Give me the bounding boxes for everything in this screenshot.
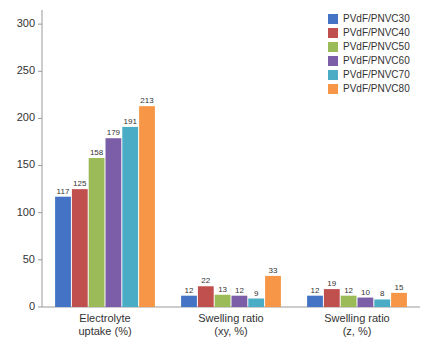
x-tick-label: Swelling ratio(z, %) bbox=[324, 312, 389, 337]
data-labels: 117 12 12 125 22 19 158 13 12 179 12 10 191 9 8 213 33 15 bbox=[57, 96, 404, 298]
y-tick bbox=[38, 165, 42, 166]
data-label: 8 bbox=[380, 289, 385, 298]
bar bbox=[232, 296, 248, 307]
data-label: 12 bbox=[311, 286, 320, 295]
chart-container: 0501001502002503001171212125221915813121… bbox=[0, 0, 430, 351]
y-tick bbox=[38, 259, 42, 260]
bar bbox=[72, 189, 88, 307]
bar bbox=[181, 296, 197, 307]
y-tick bbox=[38, 212, 42, 213]
bar bbox=[55, 197, 71, 307]
data-label: 158 bbox=[90, 148, 104, 157]
bar bbox=[122, 127, 138, 307]
data-label: 13 bbox=[218, 285, 227, 294]
y-tick-label: 250 bbox=[17, 64, 35, 76]
y-tick-label: 150 bbox=[17, 158, 35, 170]
bar bbox=[215, 295, 231, 307]
legend-swatch bbox=[328, 84, 338, 94]
y-tick-label: 300 bbox=[17, 17, 35, 29]
data-label: 12 bbox=[185, 286, 194, 295]
data-label: 117 bbox=[57, 187, 70, 196]
legend-swatch bbox=[328, 70, 338, 80]
bar bbox=[307, 296, 323, 307]
data-label: 12 bbox=[344, 286, 353, 295]
bar bbox=[265, 276, 281, 307]
y-tick bbox=[38, 71, 42, 72]
data-label: 9 bbox=[254, 289, 259, 298]
x-tick-label: Electrolyteuptake (%) bbox=[78, 312, 131, 337]
bar bbox=[374, 299, 390, 307]
legend-swatch bbox=[328, 14, 338, 24]
bar bbox=[324, 289, 340, 307]
bar bbox=[89, 158, 105, 307]
bar bbox=[358, 298, 374, 307]
y-tick-label: 50 bbox=[23, 253, 35, 265]
bar bbox=[198, 286, 214, 307]
bar bbox=[248, 299, 264, 307]
data-label: 213 bbox=[140, 96, 154, 105]
data-label: 12 bbox=[235, 286, 244, 295]
data-label: 22 bbox=[201, 276, 210, 285]
y-tick bbox=[38, 307, 42, 308]
bars bbox=[55, 106, 407, 307]
y-axis-line bbox=[42, 10, 43, 307]
data-label: 125 bbox=[73, 179, 87, 188]
data-label: 19 bbox=[327, 279, 336, 288]
legend-label: PVdF/PNVC40 bbox=[343, 27, 410, 38]
legend: PVdF/PNVC30 PVdF/PNVC40 PVdF/PNVC50 PVdF/PN… bbox=[328, 13, 410, 94]
y-tick bbox=[38, 118, 42, 119]
data-label: 15 bbox=[395, 283, 404, 292]
data-label: 33 bbox=[269, 266, 278, 275]
legend-label: PVdF/PNVC80 bbox=[343, 83, 410, 94]
y-tick bbox=[38, 24, 42, 25]
data-label: 179 bbox=[107, 128, 121, 137]
legend-swatch bbox=[328, 28, 338, 38]
data-label: 10 bbox=[361, 288, 370, 297]
bar bbox=[391, 293, 407, 307]
x-tick-label: Swelling ratio(xy, %) bbox=[198, 312, 263, 337]
bar bbox=[139, 106, 155, 307]
y-tick-label: 100 bbox=[17, 206, 35, 218]
y-tick-label: 0 bbox=[29, 300, 35, 312]
data-label: 191 bbox=[124, 117, 138, 126]
legend-label: PVdF/PNVC30 bbox=[343, 13, 410, 24]
legend-label: PVdF/PNVC70 bbox=[343, 69, 410, 80]
chart: 0501001502002503001171212125221915813121… bbox=[0, 0, 430, 351]
bar bbox=[106, 138, 122, 307]
legend-label: PVdF/PNVC60 bbox=[343, 55, 410, 66]
y-tick-label: 200 bbox=[17, 111, 35, 123]
bar bbox=[341, 296, 357, 307]
legend-label: PVdF/PNVC50 bbox=[343, 41, 410, 52]
legend-swatch bbox=[328, 42, 338, 52]
legend-swatch bbox=[328, 56, 338, 66]
